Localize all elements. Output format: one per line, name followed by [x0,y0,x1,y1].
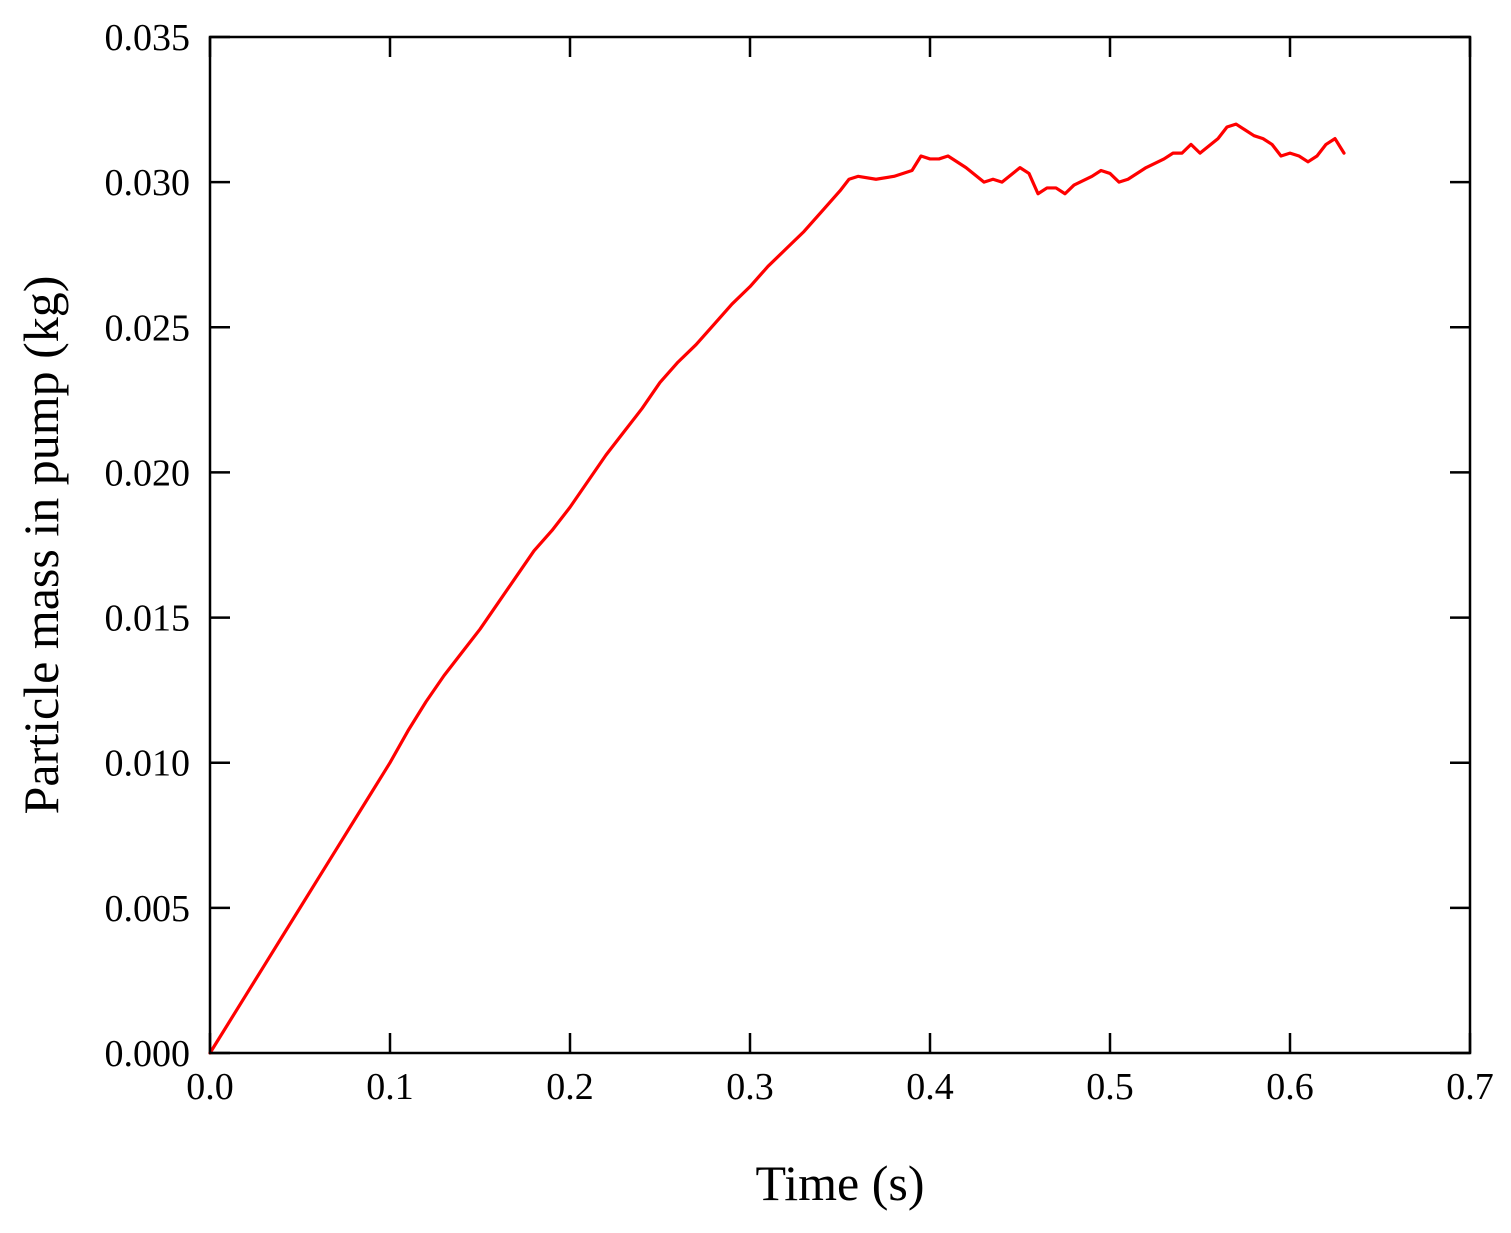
plot-frame [208,35,1472,1055]
x-tick-label: 0.1 [366,1066,414,1108]
y-tick-label: 0.015 [105,598,191,640]
y-tick-label: 0.005 [105,888,191,930]
x-tick-label: 0.7 [1446,1066,1494,1108]
y-tick-label: 0.010 [105,743,191,785]
x-tick-labels: 0.0 0.1 0.2 0.3 0.4 0.5 0.6 0.7 [186,1066,1494,1108]
x-tick-label: 0.6 [1266,1066,1314,1108]
x-tick-label: 0.3 [726,1066,774,1108]
x-tick-label: 0.4 [906,1066,954,1108]
y-tick-label: 0.030 [105,162,191,204]
x-tick-label: 0.0 [186,1066,234,1108]
series-line [208,122,1346,1055]
y-axis-title: Particle mass in pump (kg) [13,276,69,815]
x-tick-label: 0.5 [1086,1066,1134,1108]
y-tick-label: 0.035 [105,17,191,59]
x-axis-title: Time (s) [755,1155,924,1211]
y-tick-labels: 0.000 0.005 0.010 0.015 0.020 0.025 0.030 0.035 [105,17,191,1075]
y-tick-label: 0.025 [105,307,191,349]
y-tick-label: 0.020 [105,452,191,494]
y-tick-label: 0.000 [105,1033,191,1075]
x-tick-label: 0.2 [546,1066,594,1108]
